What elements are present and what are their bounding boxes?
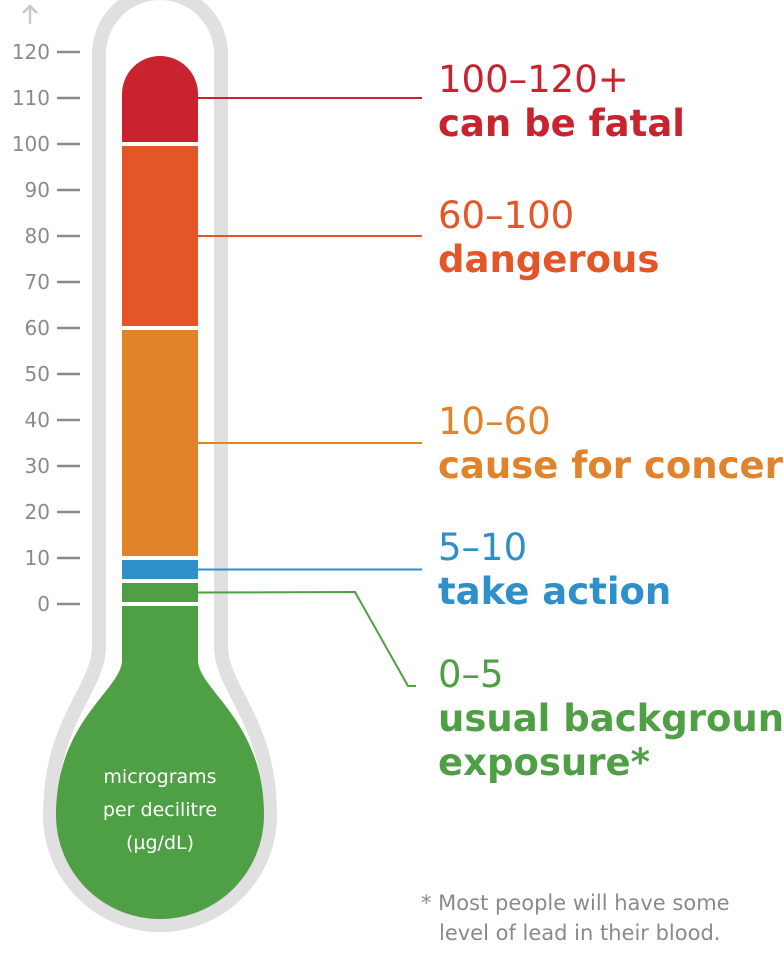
tick-label: 30 (25, 454, 50, 478)
band-description: can be fatal (438, 102, 685, 145)
band-range: 10–60 (438, 400, 551, 443)
tick-label: 90 (25, 178, 50, 202)
tick-label: 60 (25, 316, 50, 340)
up-arrow-icon (22, 4, 38, 24)
band-range: 0–5 (438, 653, 504, 696)
tick-label: 80 (25, 224, 50, 248)
band-pointer-line (197, 590, 416, 687)
band-bar (122, 330, 198, 556)
band-bar (122, 583, 198, 602)
band-description: dangerous (438, 238, 660, 281)
band-bar (122, 560, 198, 579)
band-label: 0–5 usual background exposure* (438, 653, 784, 785)
band-label: 10–60 cause for concern (438, 400, 784, 488)
tick-label: 10 (25, 546, 50, 570)
band-bar (122, 56, 198, 142)
band-range: 60–100 (438, 194, 575, 237)
band-label: 5–10 take action (438, 526, 671, 614)
unit-label: micrograms (103, 766, 216, 788)
band-range: 100–120+ (438, 58, 629, 101)
band-description: exposure* (438, 741, 650, 784)
band-bar (122, 146, 198, 326)
footnote-line: level of lead in their blood. (439, 921, 721, 945)
unit-label: per decilitre (103, 799, 217, 821)
tick-label: 0 (37, 592, 50, 616)
tick-label: 110 (12, 86, 50, 110)
band-description: cause for concern (438, 444, 784, 487)
band-description: take action (438, 570, 672, 613)
thermometer-bulb (56, 606, 264, 919)
tick-label: 100 (12, 132, 50, 156)
tick-label: 120 (12, 40, 50, 64)
footnote-line: * Most people will have some (421, 891, 730, 915)
tick-label: 20 (25, 500, 50, 524)
band-range: 5–10 (438, 526, 528, 569)
footnote: * Most people will have some level of le… (421, 888, 730, 948)
tick-label: 70 (25, 270, 50, 294)
tick-label: 40 (25, 408, 50, 432)
band-label: 60–100 dangerous (438, 194, 659, 282)
band-label: 100–120+ can be fatal (438, 58, 685, 146)
tick-label: 50 (25, 362, 50, 386)
band-description: usual background (438, 697, 784, 740)
unit-label: (µg/dL) (126, 832, 194, 854)
